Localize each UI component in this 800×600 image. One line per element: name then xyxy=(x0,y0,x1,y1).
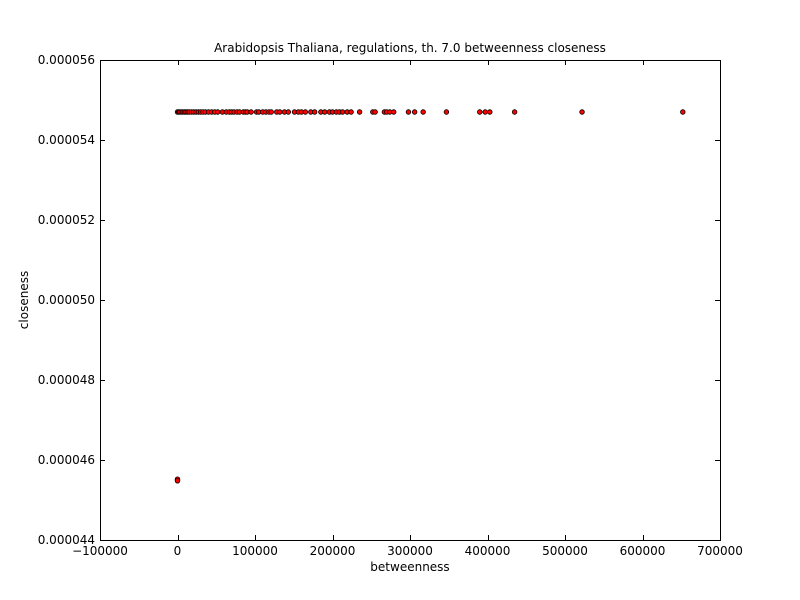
x-tick-label: −100000 xyxy=(72,544,128,558)
data-point xyxy=(348,109,354,115)
data-point xyxy=(311,109,318,115)
data-point xyxy=(322,109,328,115)
data-point xyxy=(277,109,283,115)
chart-title: Arabidopsis Thaliana, regulations, th. 7… xyxy=(214,41,606,55)
data-point xyxy=(174,478,181,484)
y-tick-label: 0.000054 xyxy=(38,133,95,147)
y-axis-ticks: 0.000044 0.000046 0.000048 0.000050 0.000052… xyxy=(38,53,720,547)
data-point xyxy=(579,109,585,115)
x-axis-ticks: −100000 0 100000 200000 300000 400000 500000 60… xyxy=(72,60,743,558)
x-tick-label: 0 xyxy=(174,544,182,558)
y-tick-label: 0.000052 xyxy=(38,213,95,227)
y-tick-label: 0.000046 xyxy=(38,453,95,467)
x-tick-label: 600000 xyxy=(620,544,666,558)
data-points xyxy=(174,109,686,484)
y-tick-label: 0.000056 xyxy=(38,53,95,67)
y-tick-label: 0.000048 xyxy=(38,373,95,387)
data-point xyxy=(215,109,221,115)
data-point xyxy=(487,109,493,115)
data-point xyxy=(391,109,397,115)
data-point xyxy=(356,109,363,115)
data-point xyxy=(268,109,274,115)
x-tick-label: 100000 xyxy=(232,544,278,558)
x-tick-label: 400000 xyxy=(465,544,511,558)
data-point xyxy=(420,109,426,115)
data-point xyxy=(680,109,686,115)
y-tick-label: 0.000050 xyxy=(38,293,95,307)
x-tick-label: 300000 xyxy=(387,544,433,558)
x-tick-label: 500000 xyxy=(542,544,588,558)
data-point xyxy=(248,109,254,115)
x-axis-label: betweenness xyxy=(370,560,449,574)
data-point xyxy=(482,109,488,115)
data-point xyxy=(511,109,518,115)
data-point xyxy=(302,109,309,115)
x-tick-label: 700000 xyxy=(697,544,743,558)
data-point xyxy=(443,109,450,115)
x-tick-label: 200000 xyxy=(310,544,356,558)
data-point xyxy=(285,109,292,115)
data-point xyxy=(405,109,412,115)
data-point xyxy=(411,109,418,115)
data-point xyxy=(372,109,378,115)
y-tick-label: 0.000044 xyxy=(38,533,95,547)
data-point xyxy=(477,109,483,115)
data-point xyxy=(339,109,346,115)
y-axis-label: closeness xyxy=(17,271,31,329)
